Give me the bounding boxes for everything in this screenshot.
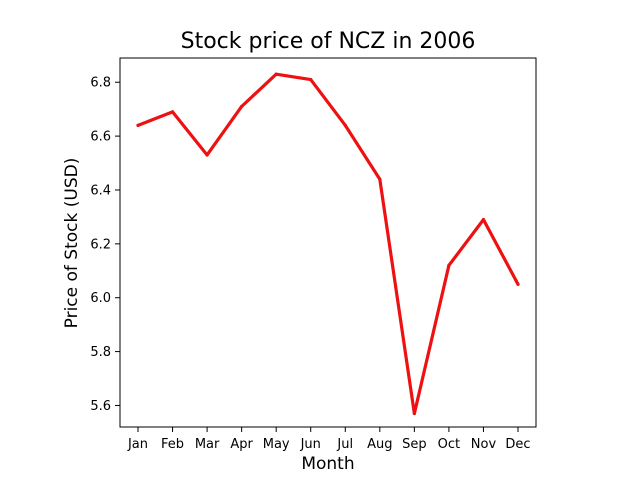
y-axis-ticks: 5.6 5.8 6.0 6.2 6.4 6.6 6.8	[90, 76, 120, 414]
data-point	[378, 177, 382, 181]
y-tick-label: 6.6	[90, 130, 111, 145]
x-tick-label: Jul	[336, 437, 353, 452]
x-tick-label: Feb	[161, 437, 184, 452]
x-tick-label: Mar	[195, 437, 220, 452]
y-tick-label: 6.0	[90, 291, 111, 306]
chart-title: Stock price of NCZ in 2006	[181, 29, 476, 54]
y-tick-label: 6.2	[90, 237, 111, 252]
x-tick-label: Apr	[230, 437, 253, 452]
data-point	[170, 110, 175, 114]
x-tick-label: Aug	[367, 437, 392, 452]
y-tick-label: 6.4	[90, 183, 111, 198]
x-tick-label: Jun	[300, 437, 321, 452]
data-point	[274, 72, 278, 76]
series-layer	[136, 72, 520, 416]
x-tick-label: Dec	[505, 437, 530, 452]
y-tick-label: 5.6	[90, 399, 111, 414]
data-point	[481, 218, 486, 222]
data-point	[412, 411, 416, 416]
y-tick-label: 6.8	[90, 76, 111, 91]
x-tick-label: Nov	[471, 437, 497, 452]
x-axis-label: Month	[301, 454, 354, 474]
data-point	[136, 123, 140, 127]
x-tick-label: Sep	[402, 437, 427, 452]
plot-area-frame	[119, 57, 537, 428]
data-point	[205, 153, 209, 157]
data-point	[240, 104, 244, 109]
y-tick-label: 5.8	[90, 345, 111, 360]
x-tick-label: May	[263, 437, 290, 452]
x-tick-label: Oct	[438, 437, 460, 452]
x-axis-ticks: Jan Feb Mar Apr May Jun Jul Aug Sep Oct Nov Dec	[127, 427, 531, 452]
data-point	[343, 123, 347, 127]
x-tick-label: Jan	[127, 437, 148, 452]
series-line	[136, 72, 520, 416]
data-point	[309, 77, 313, 82]
data-point	[516, 282, 520, 286]
y-axis-label: Price of Stock (USD)	[62, 158, 82, 329]
data-point	[447, 263, 451, 267]
